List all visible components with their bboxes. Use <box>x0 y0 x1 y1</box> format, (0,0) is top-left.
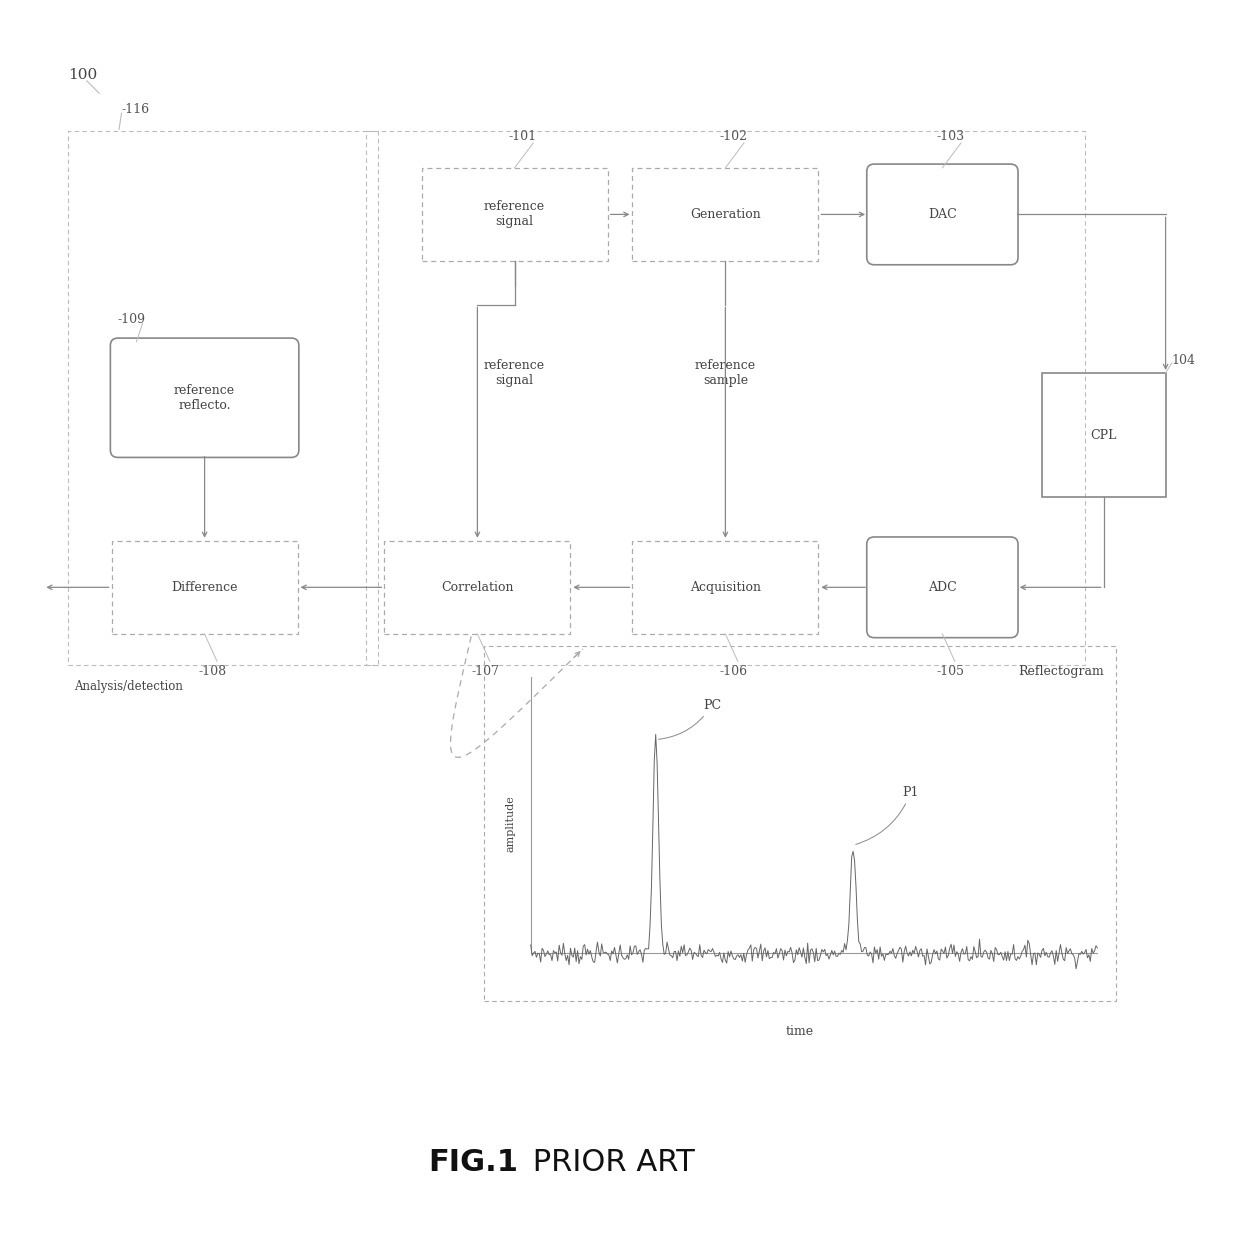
Bar <box>422 168 608 261</box>
Bar <box>1042 373 1166 497</box>
Text: Generation: Generation <box>689 208 761 221</box>
Text: Reflectogram: Reflectogram <box>1018 665 1104 677</box>
Bar <box>366 131 1085 665</box>
Text: reference
signal: reference signal <box>484 359 546 387</box>
Text: -106: -106 <box>719 665 748 677</box>
Text: PC: PC <box>658 699 720 740</box>
Text: Correlation: Correlation <box>441 580 513 594</box>
Text: Difference: Difference <box>171 580 238 594</box>
Text: -107: -107 <box>471 665 500 677</box>
Text: FIG.1: FIG.1 <box>428 1147 518 1177</box>
Text: -116: -116 <box>122 103 150 116</box>
Text: amplitude: amplitude <box>506 796 516 851</box>
Text: Acquisition: Acquisition <box>689 580 761 594</box>
Bar <box>112 541 298 634</box>
Text: P1: P1 <box>856 786 919 844</box>
Text: reference
reflecto.: reference reflecto. <box>174 384 236 411</box>
Text: 100: 100 <box>68 67 98 82</box>
Text: ADC: ADC <box>928 580 957 594</box>
Bar <box>484 646 1116 1001</box>
Bar <box>384 541 570 634</box>
Text: PRIOR ART: PRIOR ART <box>523 1147 696 1177</box>
Text: DAC: DAC <box>928 208 957 221</box>
Text: -101: -101 <box>508 131 537 143</box>
Text: 104: 104 <box>1172 354 1195 367</box>
Text: Analysis/detection: Analysis/detection <box>74 680 184 692</box>
Text: CPL: CPL <box>1090 429 1117 441</box>
Text: -105: -105 <box>936 665 965 677</box>
Text: reference
signal: reference signal <box>484 200 546 229</box>
Text: reference
sample: reference sample <box>694 359 756 387</box>
Text: -109: -109 <box>118 313 146 326</box>
Text: -103: -103 <box>936 131 965 143</box>
Bar <box>632 541 818 634</box>
Text: time: time <box>786 1025 813 1038</box>
Bar <box>632 168 818 261</box>
Bar <box>68 131 378 665</box>
Text: -108: -108 <box>198 665 227 677</box>
Text: -102: -102 <box>719 131 748 143</box>
